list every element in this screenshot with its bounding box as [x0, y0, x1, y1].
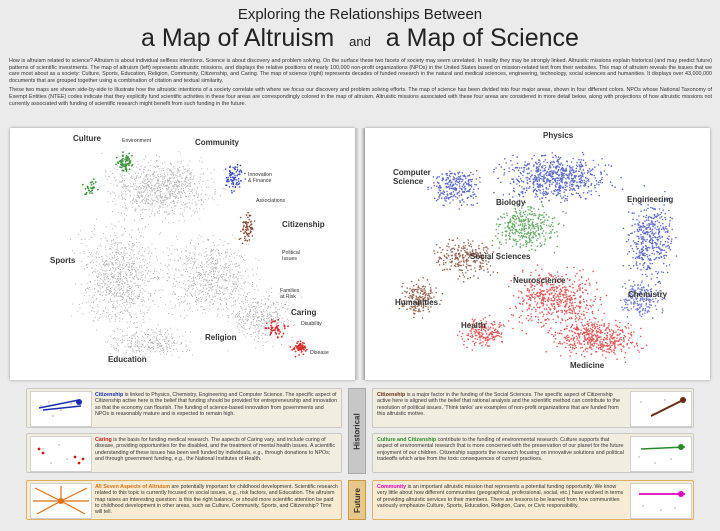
- label-humanities: Humanities: [395, 298, 439, 307]
- label-education: Education: [108, 355, 147, 364]
- science-green-biology: [491, 200, 567, 254]
- label-engineering: Engineering: [627, 195, 674, 204]
- title-right: a Map of Science: [385, 24, 579, 52]
- label-religion: Religion: [205, 333, 237, 342]
- card-head-citizenship-right: Citizenship: [377, 392, 406, 398]
- card-culture-citizenship: Culture and Citizenship contribute to th…: [372, 433, 694, 473]
- altruism-red-cluster-2: [264, 318, 289, 339]
- label-disease: Disease: [310, 350, 329, 356]
- label-families: Families at Risk: [280, 288, 300, 300]
- card-head-culture-citizenship: Culture and Citizenship: [377, 437, 437, 443]
- section-future: Future: [348, 480, 366, 520]
- card-text-citizenship-left: is linked to Physics, Chemistry, Enginee…: [95, 392, 338, 417]
- section-historical: Historical: [348, 388, 366, 474]
- card-text-citizenship-right: is a major factor in the funding of the …: [377, 392, 620, 417]
- explanation-panel: Citizenship is linked to Physics, Chemis…: [26, 388, 694, 528]
- thumb-citizenship-left: [30, 391, 92, 427]
- intro-text: How is altruism related to science? Altr…: [9, 58, 712, 110]
- label-disability: Disability: [301, 321, 322, 327]
- thumb-citizenship-right: [630, 391, 692, 427]
- altruism-blue-cluster: [224, 163, 246, 194]
- science-map-page: Physics Computer Science Engineering Bio…: [365, 128, 710, 380]
- label-community: Community: [195, 138, 239, 147]
- label-medicine: Medicine: [570, 361, 605, 370]
- label-computer-science: Computer Science: [393, 168, 431, 186]
- science-red-neuro: [507, 264, 608, 335]
- card-head-caring-left: Caring: [95, 437, 112, 443]
- altruism-green-cluster: [115, 151, 134, 172]
- science-blue-cs: [427, 169, 481, 210]
- label-associations: Associations: [256, 198, 286, 204]
- label-environment: Environment: [122, 138, 152, 144]
- label-citizenship: Citizenship: [282, 220, 325, 229]
- label-innovation: Innovation & Finance: [248, 172, 272, 184]
- altruism-brown-cluster: [238, 211, 256, 245]
- science-red-health: [456, 314, 505, 351]
- label-neuroscience: Neuroscience: [513, 276, 566, 285]
- card-community: Community is an important altruistic mis…: [372, 480, 694, 520]
- label-sports: Sports: [50, 256, 76, 265]
- thumb-all-seven: [30, 483, 92, 519]
- card-head-all-seven: All Seven Aspects of Altruism: [95, 484, 170, 490]
- altruism-cloud-top: [99, 150, 225, 225]
- poster-title-main: a Map of Altruism and a Map of Science: [0, 24, 720, 53]
- science-blue-engineering: [622, 184, 678, 289]
- label-chemistry: Chemistry: [628, 290, 668, 299]
- science-brown-social: [433, 237, 500, 283]
- label-caring: Caring: [291, 308, 317, 317]
- card-text-caring-left: is the basis for funding medical researc…: [95, 437, 335, 462]
- card-citizenship-right: Citizenship is a major factor in the fun…: [372, 388, 694, 428]
- science-blue-chemistry: [619, 279, 666, 319]
- title-left: a Map of Altruism: [141, 24, 335, 52]
- intro-paragraph-2: These two maps are shown side-by-side to…: [9, 87, 712, 107]
- label-biology: Biology: [496, 198, 526, 207]
- card-caring-left: Caring is the basis for funding medical …: [26, 433, 342, 473]
- altruism-map: [70, 150, 308, 360]
- card-text-all-seven: are potentially important for childhood …: [95, 484, 338, 516]
- intro-paragraph-1: How is altruism related to science? Altr…: [9, 58, 712, 84]
- altruism-map-page: Culture Environment Community Innovation…: [10, 128, 355, 380]
- poster-title-line1: Exploring the Relationships Between: [237, 6, 483, 23]
- thumb-caring-left: [30, 436, 92, 472]
- book-spine: [355, 128, 365, 380]
- science-blue-physics: [493, 151, 624, 204]
- label-social-sciences: Social Sciences: [470, 252, 531, 261]
- altruism-cloud-bottom: [105, 326, 202, 360]
- science-red-medicine: [545, 317, 648, 364]
- map-book: Culture Environment Community Innovation…: [10, 128, 710, 390]
- science-map: [398, 151, 678, 364]
- card-head-community: Community: [377, 484, 407, 490]
- title-and: and: [349, 34, 371, 49]
- card-head-citizenship-left: Citizenship: [95, 392, 124, 398]
- label-culture: Culture: [73, 134, 101, 143]
- thumb-culture-citizenship: [630, 436, 692, 472]
- card-all-seven: All Seven Aspects of Altruism are potent…: [26, 480, 342, 520]
- altruism-red-cluster: [289, 340, 308, 358]
- card-text-culture-citizenship: contribute to the funding of environment…: [377, 437, 624, 462]
- altruism-cloud-center: [154, 230, 261, 321]
- altruism-cloud-left: [70, 212, 169, 339]
- label-health: Health: [461, 321, 486, 330]
- card-citizenship-left: Citizenship is linked to Physics, Chemis…: [26, 388, 342, 428]
- label-political: Political Issues: [282, 250, 300, 262]
- altruism-green-cluster-2: [81, 178, 99, 196]
- science-brown-humanities: [398, 277, 444, 319]
- label-physics: Physics: [543, 131, 574, 140]
- card-text-community: is an important altruistic mission that …: [377, 484, 624, 509]
- thumb-community: [630, 483, 692, 519]
